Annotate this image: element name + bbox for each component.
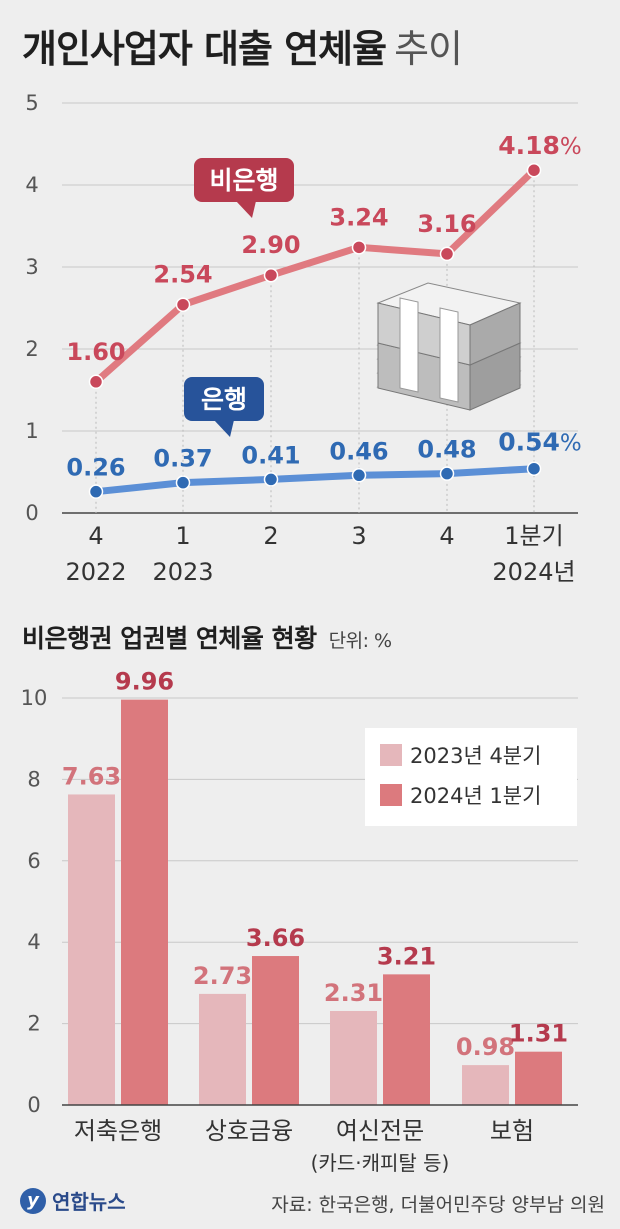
line-chart: 0 1 2 3 4 5 1.60 2.54 2.90 3.24 3.16 4.18% 0.26 0.37 0… [25,91,582,586]
legend: 2023년 4분기 2024년 1분기 [365,728,577,826]
data-point [263,267,279,283]
series-line [92,166,538,386]
data-label: 0.41 [241,441,300,469]
y-tick-label: 10 [21,686,48,710]
y-tick-label: 3 [25,255,38,279]
legend-swatch [380,744,402,766]
data-point [88,374,104,390]
bar [121,699,168,1105]
data-point [526,461,542,476]
data-point [439,466,455,481]
x-tick-label: 4 [88,522,103,550]
data-label: 0.37 [153,445,212,473]
bar-chart-subtitle: 비은행권 업권별 연체율 현황 [22,624,317,653]
data-point [263,472,279,487]
nonbank-callout-label: 비은행 [209,166,278,195]
x-year-label: 2024년 [492,558,575,586]
y-tick-label: 8 [27,767,40,791]
y-tick-label: 4 [25,173,38,197]
bar-value-label: 0.98 [456,1033,515,1061]
y-tick-label: 5 [25,91,38,115]
bar-value-label: 3.21 [377,942,436,970]
bar [383,974,430,1105]
x-tick-label: 상호금융 [205,1117,293,1145]
y-tick-label: 4 [27,930,40,954]
legend-label: 2024년 1분기 [410,784,541,808]
bar-value-label: 2.73 [193,962,252,990]
legend-label: 2023년 4분기 [410,744,541,768]
data-point [175,475,191,490]
bar [68,794,115,1105]
x-tick-label: 2 [263,522,278,550]
x-year-label: 2023 [152,558,213,586]
nonbank-callout: 비은행 [194,158,294,218]
nonbank-callout-tail [236,201,256,218]
nonbank-callout-box [194,158,294,202]
data-point [351,468,367,483]
unit-label: 단위: % [328,630,392,652]
bank-callout-box [184,377,264,421]
logo-text: 연합뉴스 [52,1190,126,1214]
y-tick-label: 0 [25,501,38,525]
bar-chart-title: 비은행권 업권별 연체율 현황 단위: % [22,619,392,655]
data-point [175,297,191,312]
bar [515,1051,562,1105]
x-year-label: 2022 [65,558,126,586]
data-label: 4.18% [498,131,582,160]
data-label: 1.60 [66,338,125,366]
bar [330,1010,377,1105]
data-label: 0.48 [417,436,476,464]
bar-value-label: 2.31 [324,979,383,1007]
bar-value-label: 7.63 [62,762,121,790]
legend-swatch [380,784,402,806]
y-tick-label: 0 [27,1093,40,1117]
y-tick-label: 6 [27,849,40,873]
series-line [92,465,538,496]
logo-icon: y [20,1187,46,1214]
x-tick-label: 여신전문 [336,1117,424,1145]
y-tick-label: 2 [25,337,38,361]
data-label: 2.90 [241,231,300,259]
x-tick-label: 4 [439,522,454,550]
data-point [439,246,455,262]
y-tick-label: 1 [25,419,38,443]
data-point [88,484,104,499]
legend-box [365,728,577,826]
bank-callout-tail [214,420,234,437]
data-label: 0.54% [498,428,582,457]
footer: y 연합뉴스 자료: 한국은행, 더불어민주당 양부남 의원 [20,1186,605,1220]
page-title: 개인사업자 대출 연체율 추이 [22,18,463,73]
data-label-unit: % [560,431,582,457]
data-label: 2.54 [153,261,212,289]
data-label-unit: % [560,134,582,160]
x-tick-label: 저축은행 [74,1117,162,1145]
x-tick-label: 3 [351,522,366,550]
logo: y 연합뉴스 [20,1186,126,1215]
bar-value-label: 3.66 [246,924,305,952]
bar-value-label: 9.96 [115,668,174,696]
data-label: 0.46 [329,437,388,465]
title-main: 개인사업자 대출 연체율 [22,27,387,71]
x-tick-label: 1분기 [504,522,563,550]
data-label: 3.16 [417,210,476,238]
bar [252,956,299,1105]
x-tick-label: 보험 [490,1117,534,1145]
bar-value-label: 1.31 [509,1020,568,1048]
source-text: 자료: 한국은행, 더불어민주당 양부남 의원 [271,1194,605,1216]
data-point [351,240,367,255]
title-suffix: 추이 [394,27,463,71]
bank-callout-label: 은행 [201,385,247,414]
x-tick-label: 1 [175,522,190,550]
data-label: 0.26 [66,454,125,482]
x-tick-note: (카드·캐피탈 등) [311,1151,450,1175]
bar [462,1065,509,1105]
bar [199,993,246,1105]
money-stack-icon [376,282,522,411]
data-point [526,162,542,178]
data-label: 3.24 [329,203,388,231]
y-tick-label: 2 [27,1012,40,1036]
bank-callout: 은행 [184,377,264,437]
